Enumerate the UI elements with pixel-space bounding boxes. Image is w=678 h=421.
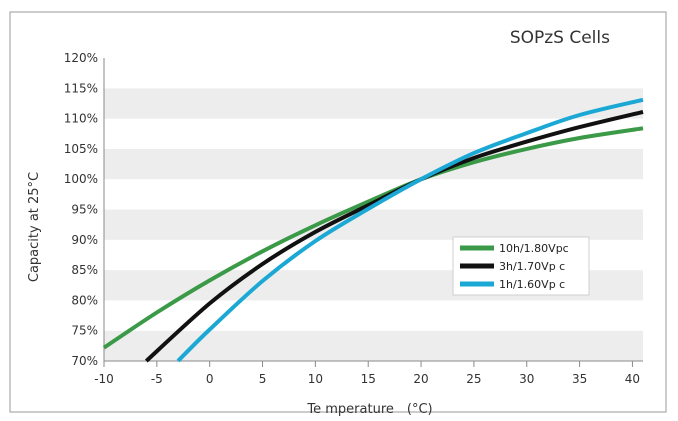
x-axis-ticks: -10 -5 0 5 10 15 20 25 30 35 40	[94, 361, 640, 386]
x-tick-label: 30	[519, 372, 534, 386]
y-tick-label: 85%	[71, 263, 98, 277]
series-lines	[102, 97, 644, 363]
x-tick-label: 35	[572, 372, 587, 386]
x-tick-label: -10	[94, 372, 114, 386]
x-tick-label: 10	[308, 372, 323, 386]
chart-title: SOPzS Cells	[510, 28, 610, 48]
y-tick-label: 115%	[64, 81, 98, 95]
legend-label: 10h/1.80Vpc	[499, 242, 569, 255]
legend-label: 1h/1.60Vp c	[499, 278, 565, 291]
x-tick-label: 40	[625, 372, 640, 386]
y-tick-label: 120%	[64, 51, 98, 65]
legend-label: 3h/1.70Vp c	[499, 260, 565, 273]
grid-band	[104, 88, 643, 119]
y-tick-label: 70%	[71, 354, 98, 368]
y-tick-label: 75%	[71, 324, 98, 338]
x-tick-label: 0	[206, 372, 214, 386]
y-tick-label: 95%	[71, 203, 98, 217]
y-tick-label: 110%	[64, 112, 98, 126]
y-axis-title: Capacity at 25°C	[27, 172, 42, 282]
series-line-1	[102, 126, 644, 350]
grid-band	[104, 148, 643, 180]
y-tick-label: 90%	[71, 233, 98, 247]
y-tick-label: 105%	[64, 142, 98, 156]
series-line-3	[176, 97, 644, 363]
grid-bands	[103, 58, 643, 362]
x-tick-label: 5	[259, 372, 267, 386]
y-tick-label: 100%	[64, 172, 98, 186]
x-tick-label: -5	[151, 372, 163, 386]
grid-band	[104, 209, 643, 240]
grid-band	[104, 58, 643, 89]
y-tick-label: 80%	[71, 293, 98, 307]
x-tick-label: 20	[413, 372, 428, 386]
x-tick-label: 25	[466, 372, 481, 386]
x-tick-label: 15	[361, 372, 376, 386]
y-axis-ticks: 70% 75% 80% 85% 90% 95% 100% 105% 110% 115% 120%	[64, 51, 98, 368]
grid-band	[104, 118, 643, 149]
x-axis-title: Te mperature (°C)	[306, 402, 432, 417]
legend: 10h/1.80Vpc 3h/1.70Vp c 1h/1.60Vp c	[452, 236, 590, 296]
